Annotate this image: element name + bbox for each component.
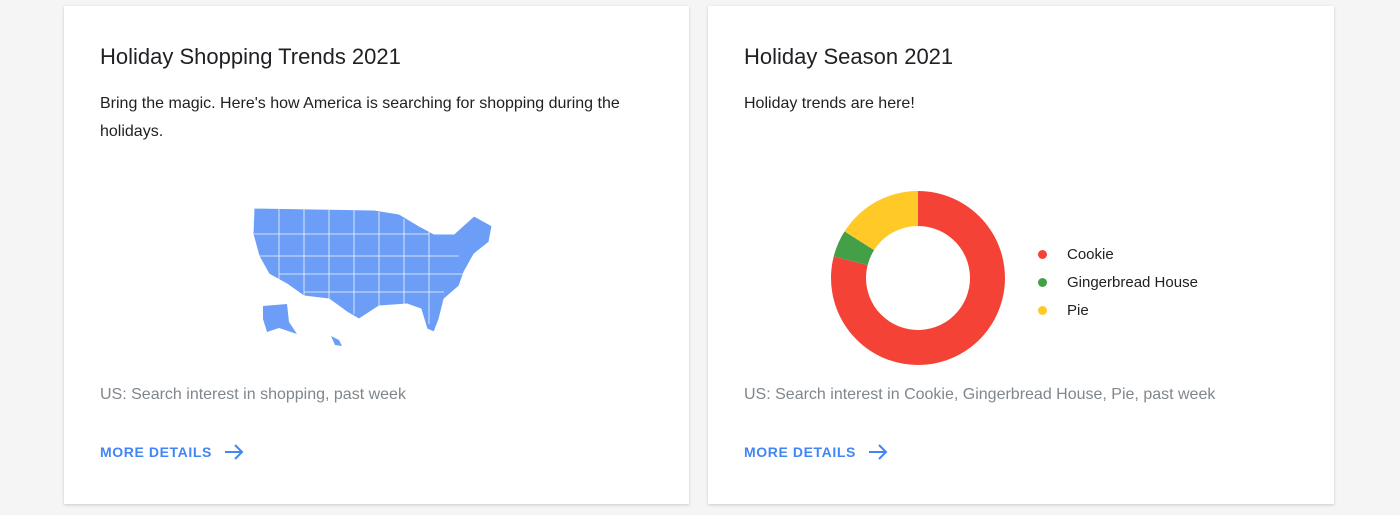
legend-label: Pie: [1067, 301, 1089, 319]
more-details-label: MORE DETAILS: [100, 444, 212, 460]
alaska: [263, 304, 297, 334]
hawaii: [331, 336, 342, 346]
arrow-right-icon: [224, 444, 244, 460]
donut-slice-pie[interactable]: [844, 191, 918, 251]
legend-label: Cookie: [1067, 245, 1114, 263]
card-title: Holiday Season 2021: [744, 44, 954, 69]
card-footnote: US: Search interest in shopping, past we…: [100, 386, 406, 403]
donut-slice-cookie[interactable]: [831, 191, 1005, 365]
donut-chart: [831, 191, 1005, 365]
arrow-right-icon: [868, 444, 888, 460]
legend-dot-icon: [1038, 305, 1047, 315]
legend-item: Pie: [1038, 296, 1198, 324]
legend-dot-icon: [1038, 249, 1047, 259]
chart-legend: Cookie Gingerbread House Pie: [1038, 240, 1198, 324]
legend-item: Gingerbread House: [1038, 268, 1198, 296]
legend-item: Cookie: [1038, 240, 1198, 268]
card-description: Bring the magic. Here's how America is s…: [100, 95, 620, 140]
us-map[interactable]: [249, 204, 499, 349]
card-title: Holiday Shopping Trends 2021: [100, 44, 401, 69]
legend-dot-icon: [1038, 277, 1047, 287]
card-description: Holiday trends are here!: [744, 95, 915, 112]
us-mainland: [252, 207, 493, 333]
card-footnote: US: Search interest in Cookie, Gingerbre…: [744, 386, 1216, 403]
legend-label: Gingerbread House: [1067, 273, 1198, 291]
donut-slice-gingerbread-house[interactable]: [833, 231, 875, 266]
more-details-link[interactable]: MORE DETAILS: [744, 444, 888, 460]
more-details-link[interactable]: MORE DETAILS: [100, 444, 244, 460]
shopping-trends-card: Holiday Shopping Trends 2021 Bring the m…: [64, 6, 689, 504]
holiday-season-card: Holiday Season 2021 Holiday trends are h…: [708, 6, 1334, 504]
more-details-label: MORE DETAILS: [744, 444, 856, 460]
